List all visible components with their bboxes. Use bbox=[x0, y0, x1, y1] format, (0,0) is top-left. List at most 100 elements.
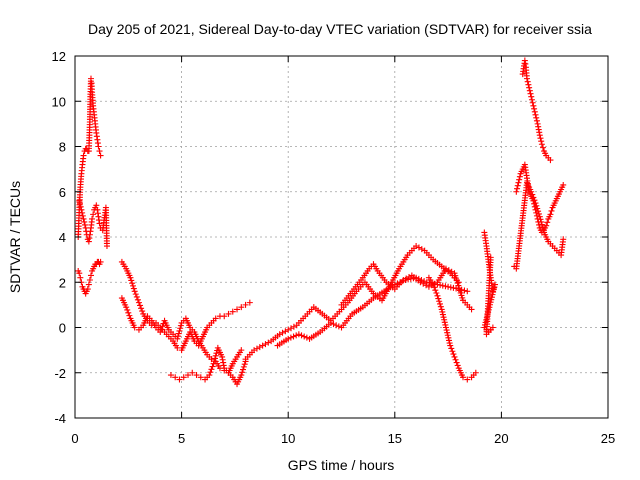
data-point bbox=[193, 372, 200, 379]
data-point-interp bbox=[175, 330, 182, 337]
data-point bbox=[295, 331, 302, 338]
data-point-interp bbox=[436, 298, 443, 305]
data-point bbox=[547, 211, 554, 218]
data-point bbox=[93, 202, 100, 209]
data-point-interp bbox=[279, 329, 286, 336]
y-tick-labels: -4 -2 0 2 4 6 8 10 12 bbox=[52, 49, 66, 426]
data-point-interp bbox=[537, 135, 544, 142]
data-point-interp bbox=[533, 202, 540, 209]
y-tick-label: 12 bbox=[52, 49, 66, 64]
data-point bbox=[536, 213, 543, 220]
data-point-interp bbox=[175, 333, 182, 340]
data-point bbox=[157, 329, 164, 336]
data-point bbox=[77, 274, 84, 281]
data-point-interp bbox=[240, 366, 247, 373]
y-axis-label: SDTVAR / TECUs bbox=[7, 181, 23, 293]
data-point-interp bbox=[450, 351, 457, 358]
data-point bbox=[536, 132, 543, 139]
data-point-interp bbox=[535, 208, 542, 215]
data-point bbox=[560, 181, 567, 188]
data-point-interp bbox=[525, 81, 532, 88]
data-point bbox=[438, 306, 445, 313]
data-point-interp bbox=[415, 244, 422, 251]
data-point bbox=[90, 211, 97, 218]
data-point-interp bbox=[441, 319, 448, 326]
data-point-interp bbox=[298, 332, 305, 339]
data-point-interp bbox=[529, 99, 536, 106]
data-point-interp bbox=[453, 359, 460, 366]
data-point-interp bbox=[526, 87, 533, 94]
data-point-interp bbox=[125, 309, 132, 316]
data-point bbox=[285, 335, 292, 342]
data-point-interp bbox=[444, 329, 451, 336]
data-point-interp bbox=[124, 306, 131, 313]
x-tick-labels: 0 5 10 15 20 25 bbox=[71, 431, 615, 446]
data-point bbox=[131, 288, 138, 295]
data-point-interp bbox=[449, 348, 456, 355]
data-point-interp bbox=[287, 334, 294, 341]
data-point bbox=[76, 197, 83, 204]
data-point bbox=[487, 254, 494, 261]
y-tick-label: -2 bbox=[54, 366, 66, 381]
data-point bbox=[238, 304, 245, 311]
data-point-interp bbox=[209, 363, 216, 370]
data-point bbox=[97, 258, 104, 265]
data-point-interp bbox=[432, 287, 439, 294]
data-point-interp bbox=[333, 322, 340, 329]
y-tick-label: 10 bbox=[52, 94, 66, 109]
data-point-interp bbox=[76, 200, 83, 207]
data-point bbox=[103, 243, 110, 250]
data-point bbox=[123, 304, 130, 311]
data-point bbox=[445, 283, 452, 290]
data-point-interp bbox=[265, 339, 272, 346]
data-point-interp bbox=[533, 114, 540, 121]
data-point bbox=[528, 188, 535, 195]
data-point bbox=[84, 286, 91, 293]
data-point-interp bbox=[211, 358, 218, 365]
data-marks bbox=[75, 57, 567, 388]
data-point-interp bbox=[527, 90, 534, 97]
data-point-interp bbox=[176, 327, 183, 334]
data-point-interp bbox=[452, 356, 459, 363]
data-point bbox=[176, 376, 183, 383]
data-point bbox=[464, 376, 471, 383]
x-tick-label: 5 bbox=[178, 431, 185, 446]
data-point-interp bbox=[440, 314, 447, 321]
data-point bbox=[197, 374, 204, 381]
y-tick-label: -4 bbox=[54, 411, 66, 426]
data-point-interp bbox=[447, 284, 454, 291]
data-point-interp bbox=[177, 325, 184, 332]
data-point bbox=[530, 102, 537, 109]
data-point bbox=[528, 93, 535, 100]
data-point bbox=[87, 272, 94, 279]
data-point bbox=[127, 274, 134, 281]
data-point-interp bbox=[514, 185, 521, 192]
data-point-interp bbox=[533, 117, 540, 124]
x-tick-label: 0 bbox=[71, 431, 78, 446]
data-point bbox=[87, 75, 94, 82]
data-point bbox=[434, 292, 441, 299]
data-point bbox=[238, 372, 245, 379]
series-early-low bbox=[75, 258, 104, 297]
data-point-interp bbox=[256, 344, 263, 351]
data-point-interp bbox=[538, 138, 545, 145]
y-tick-label: 4 bbox=[59, 230, 66, 245]
data-point-interp bbox=[301, 333, 308, 340]
data-point-interp bbox=[134, 296, 141, 303]
data-point-interp bbox=[139, 308, 146, 315]
series-early-spike bbox=[75, 75, 104, 240]
data-point bbox=[174, 335, 181, 342]
data-point-interp bbox=[538, 221, 545, 228]
data-point-interp bbox=[454, 362, 461, 369]
data-point bbox=[472, 369, 479, 376]
data-point bbox=[76, 270, 83, 277]
data-point bbox=[430, 281, 437, 288]
data-point-interp bbox=[130, 285, 137, 292]
data-point-interp bbox=[81, 221, 88, 228]
grid bbox=[75, 56, 608, 418]
data-point bbox=[135, 299, 142, 306]
data-point-interp bbox=[442, 283, 449, 290]
data-point-interp bbox=[439, 282, 446, 289]
data-point-interp bbox=[253, 345, 260, 352]
